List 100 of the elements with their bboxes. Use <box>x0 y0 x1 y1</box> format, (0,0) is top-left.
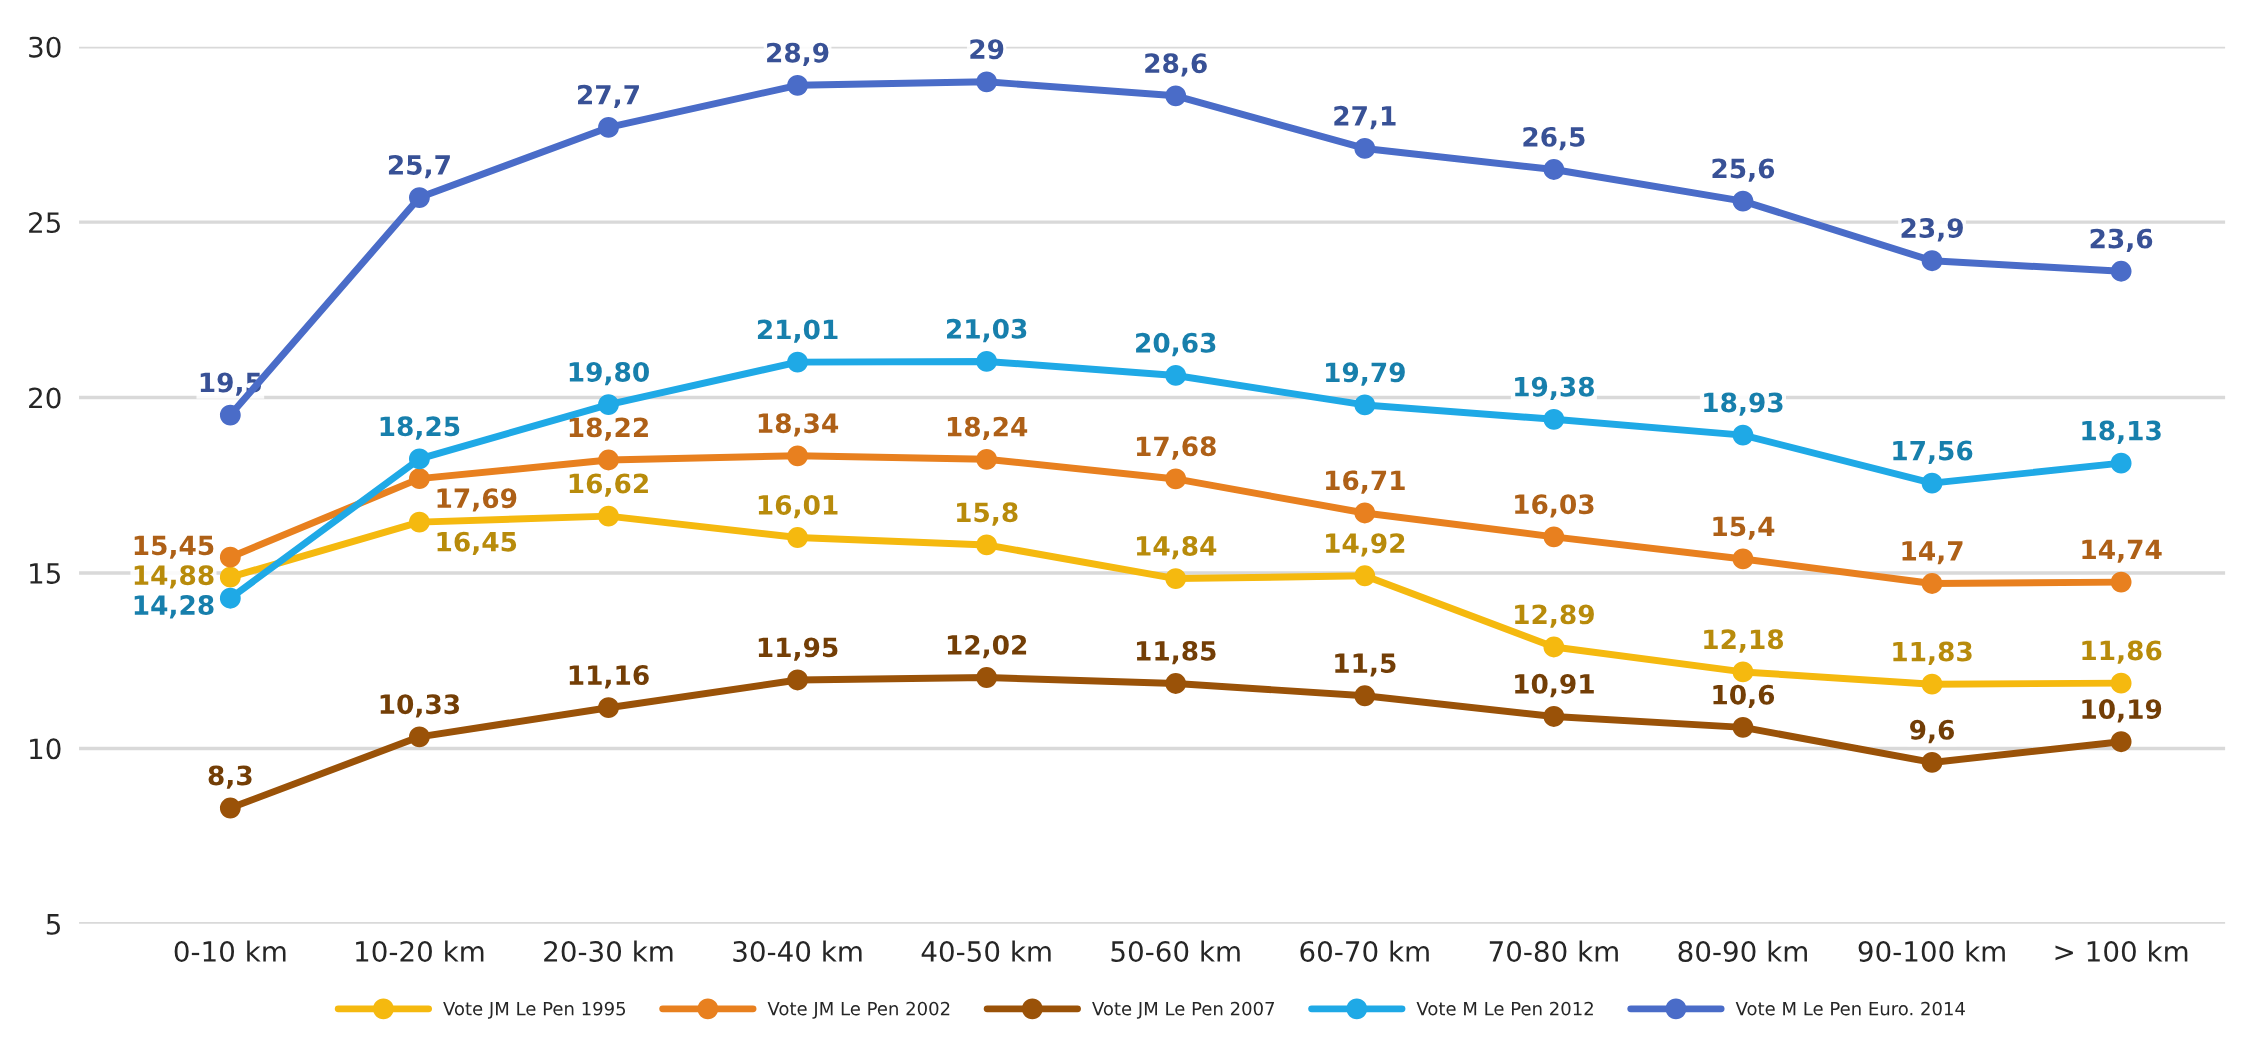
point <box>1543 706 1565 727</box>
y-tick-label: 30 <box>29 36 61 58</box>
point <box>408 511 430 533</box>
legend-label: Vote JM Le Pen 1995 <box>443 1001 626 1019</box>
point <box>1543 408 1565 430</box>
x-tick-label: 90-100 km <box>1858 940 2005 962</box>
data-label: 19,38 <box>1515 376 1594 401</box>
legend-label: Vote M Le Pen Euro. 2014 <box>1735 1001 1965 1016</box>
data-label: 20,63 <box>1136 332 1216 357</box>
point <box>1165 365 1187 386</box>
y-tick-label: 20 <box>29 387 61 409</box>
x-tick-label: 40-50 km <box>921 940 1051 962</box>
point <box>408 726 430 748</box>
data-label: 11,85 <box>1136 640 1216 665</box>
point <box>219 797 241 819</box>
data-label: 15,45 <box>134 535 214 559</box>
point <box>1732 190 1754 212</box>
point <box>1354 394 1376 416</box>
data-label: 14,92 <box>1326 533 1405 557</box>
data-label: 16,71 <box>1326 470 1405 494</box>
point <box>1543 159 1565 180</box>
y-tick-label: 10 <box>30 738 61 760</box>
data-label: 18,13 <box>2082 420 2161 444</box>
data-label: 28,9 <box>767 42 829 67</box>
data-label: 18,24 <box>947 416 1028 441</box>
point <box>976 448 998 470</box>
point <box>2110 452 2132 474</box>
legend-label: Vote JM Le Pen 2002 <box>767 1001 950 1019</box>
y-tick-label: 15 <box>30 563 60 584</box>
x-tick-label: 0-10 km <box>174 940 286 962</box>
point <box>408 187 430 208</box>
data-label: 15,8 <box>957 502 1018 526</box>
point <box>1732 548 1754 570</box>
data-label: 12,18 <box>1704 629 1784 653</box>
point <box>408 468 430 490</box>
data-label: 14,88 <box>134 565 214 589</box>
x-tick-label: 80-90 km <box>1678 940 1807 962</box>
point <box>598 505 619 527</box>
data-label: 11,16 <box>569 665 649 689</box>
data-label: 18,22 <box>569 417 648 441</box>
point <box>2110 672 2132 694</box>
point <box>1921 472 1943 494</box>
data-label: 10,33 <box>380 694 460 718</box>
point <box>1165 673 1187 694</box>
data-label: 27,7 <box>578 84 639 109</box>
data-label: 16,62 <box>569 473 648 497</box>
data-label: 11,95 <box>758 637 838 661</box>
point <box>2110 731 2132 753</box>
data-label: 19,79 <box>1326 362 1405 386</box>
x-tick-label: > 100 km <box>2055 940 2188 962</box>
data-label: 10,6 <box>1713 684 1775 709</box>
data-label: 16,03 <box>1515 494 1594 518</box>
point <box>1354 502 1376 524</box>
y-tick-label: 5 <box>46 914 60 935</box>
point <box>408 448 430 470</box>
data-label: 10,19 <box>2082 699 2162 723</box>
data-label: 28,6 <box>1145 53 1207 77</box>
point <box>1165 468 1187 490</box>
point <box>787 669 808 691</box>
data-label: 10,91 <box>1515 673 1594 698</box>
point <box>1921 752 1943 773</box>
point <box>1354 138 1376 159</box>
point <box>787 351 808 373</box>
point <box>219 587 241 609</box>
point <box>1732 424 1754 446</box>
data-label: 9,6 <box>1910 719 1954 744</box>
data-label: 18,34 <box>758 413 839 437</box>
data-label: 15,4 <box>1713 516 1775 540</box>
data-label: 16,45 <box>437 531 517 556</box>
data-label: 12,02 <box>947 634 1027 659</box>
point <box>1165 85 1187 107</box>
data-label: 23,9 <box>1901 218 1963 242</box>
data-label: 19,80 <box>569 361 649 386</box>
point <box>1165 568 1187 590</box>
x-tick-label: 70-80 km <box>1489 940 1618 962</box>
data-label: 25,6 <box>1712 158 1775 182</box>
data-label: 26,5 <box>1523 126 1585 151</box>
point <box>787 445 808 467</box>
data-label: 16,01 <box>758 494 838 519</box>
y-tick-label: 25 <box>29 212 60 234</box>
data-label: 17,69 <box>437 488 517 512</box>
point <box>1732 716 1754 738</box>
x-tick-label: 60-70 km <box>1300 940 1429 962</box>
data-label: 21,01 <box>757 319 838 343</box>
data-label: 29 <box>970 39 1004 60</box>
data-label: 14,7 <box>1902 541 1963 565</box>
x-tick-label: 50-60 km <box>1111 940 1240 962</box>
point <box>2110 260 2132 282</box>
point <box>219 404 241 426</box>
point <box>1543 526 1565 548</box>
point <box>787 527 808 548</box>
data-label: 14,84 <box>1136 535 1217 560</box>
data-label: 23,6 <box>2090 228 2153 252</box>
data-label: 18,25 <box>380 416 460 440</box>
data-label: 18,93 <box>1704 392 1783 416</box>
data-label: 17,68 <box>1136 436 1216 460</box>
data-label: 11,5 <box>1335 653 1396 677</box>
point <box>1354 685 1376 707</box>
point <box>976 667 998 688</box>
data-label: 17,56 <box>1893 440 1973 464</box>
